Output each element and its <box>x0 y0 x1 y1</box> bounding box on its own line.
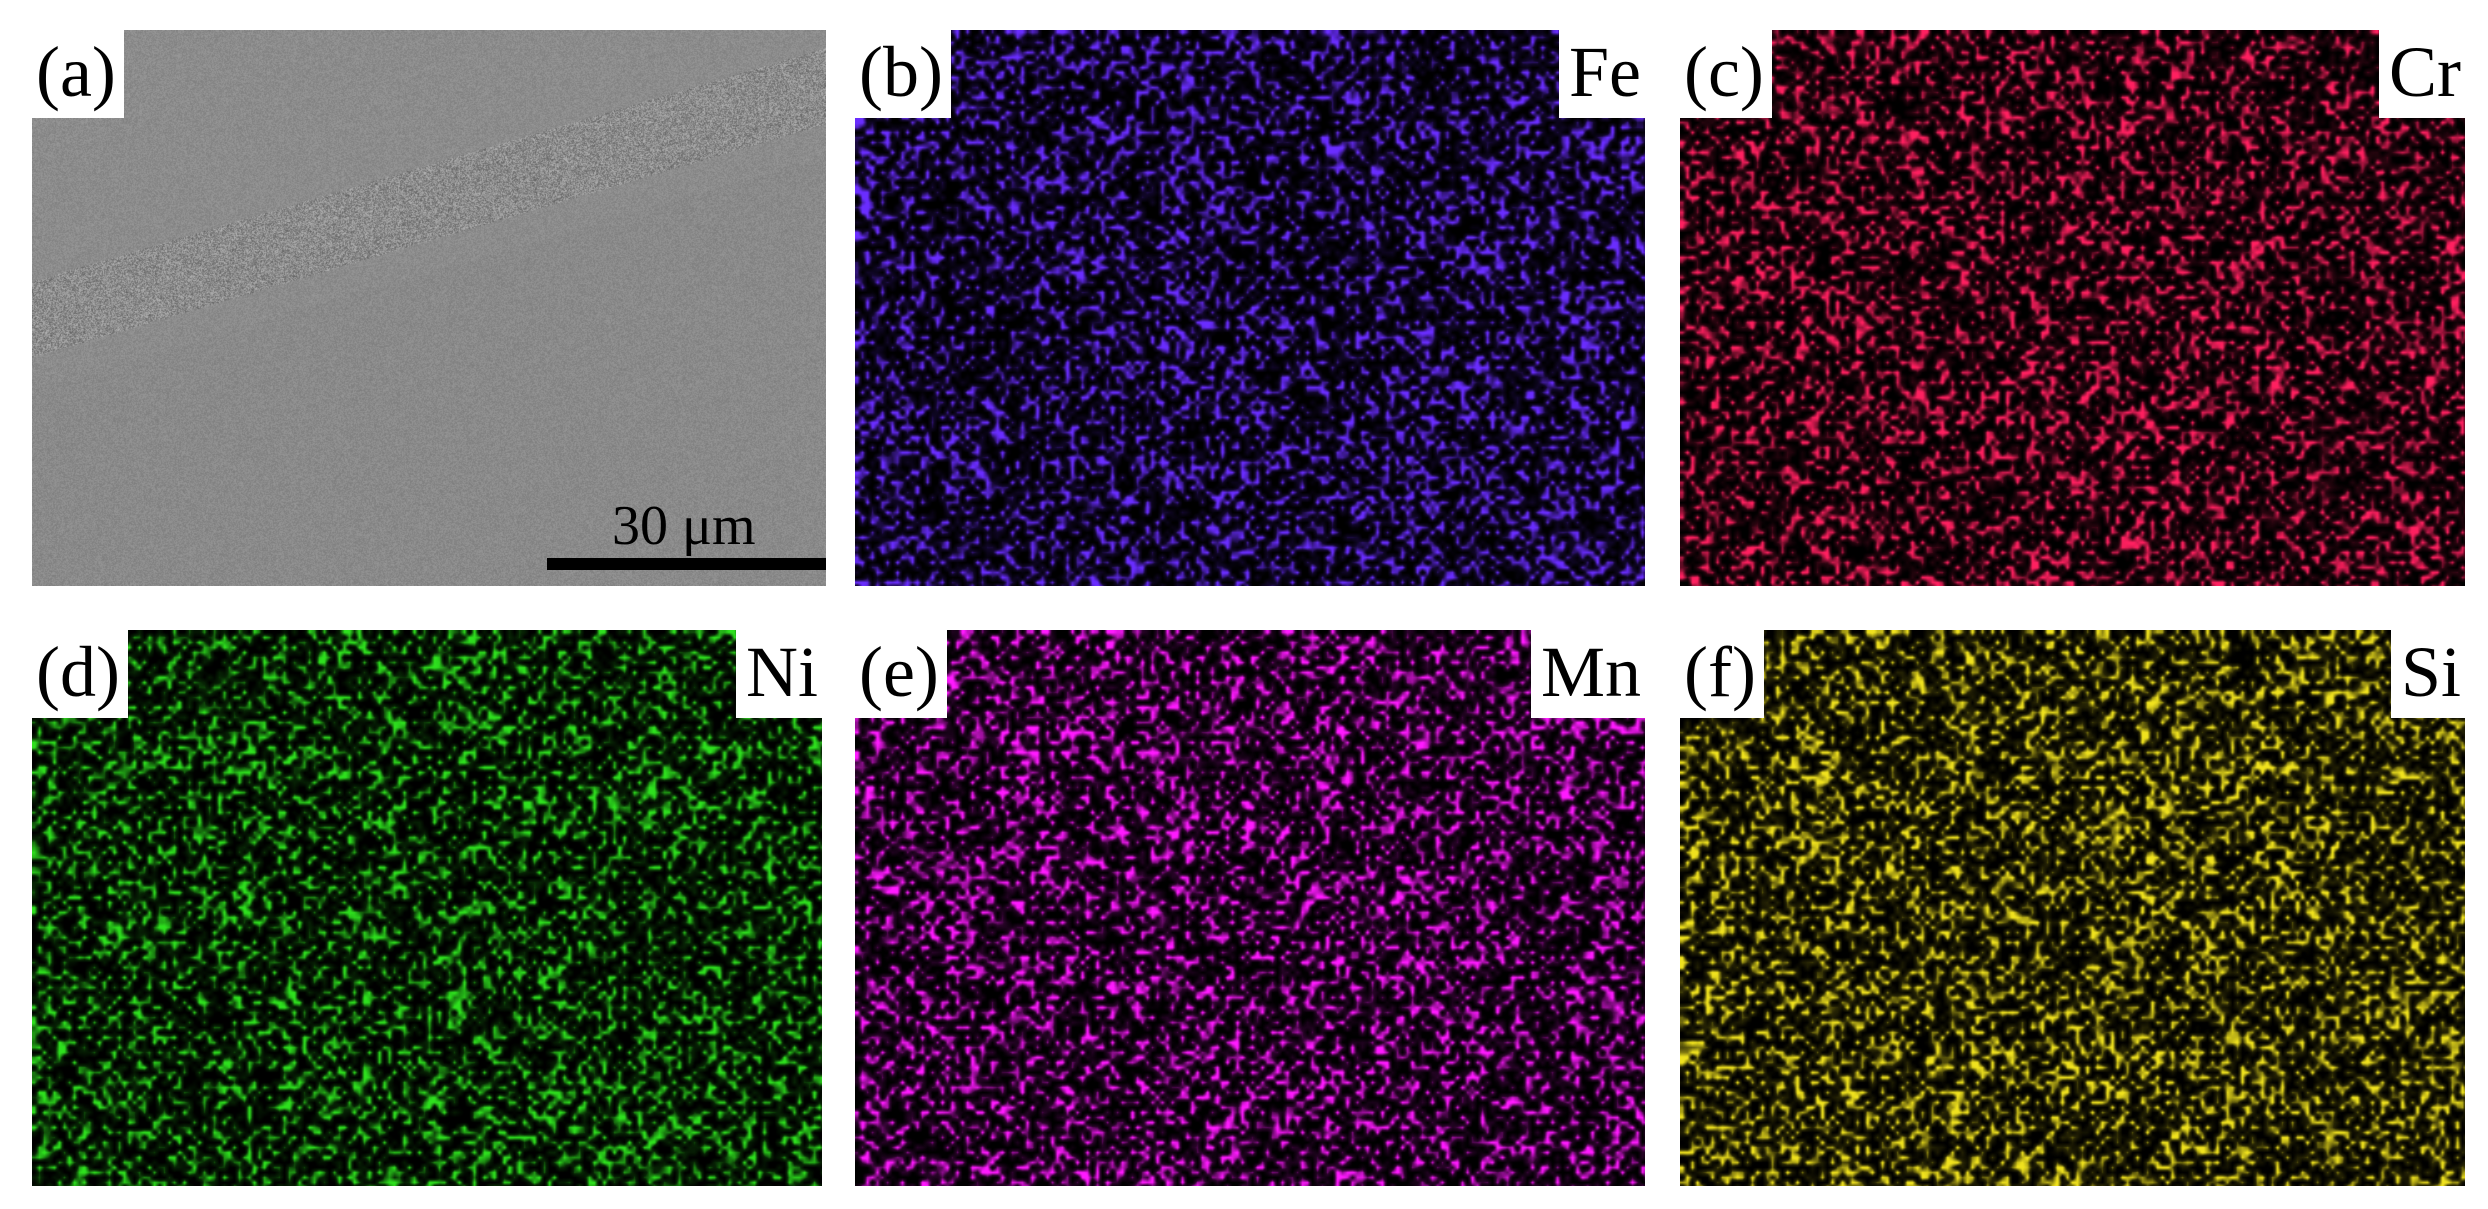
cr-map-image <box>1680 30 2465 586</box>
fe-map-image <box>855 30 1645 586</box>
mn-map-panel: (e) Mn <box>855 630 1645 1186</box>
scale-bar-label: 30 μm <box>612 495 756 557</box>
cr-map-panel: (c) Cr <box>1680 30 2465 586</box>
element-label-si: Si <box>2390 630 2465 718</box>
panel-label-c: (c) <box>1680 30 1772 118</box>
element-label-cr: Cr <box>2379 30 2465 118</box>
panel-label-b: (b) <box>855 30 951 118</box>
ni-map-image <box>32 630 822 1186</box>
element-label-mn: Mn <box>1530 630 1645 718</box>
panel-label-f: (f) <box>1680 630 1764 718</box>
sem-micrograph-panel: (a) 30 μm <box>32 30 826 586</box>
si-map-panel: (f) Si <box>1680 630 2465 1186</box>
element-label-ni: Ni <box>736 630 822 718</box>
element-label-fe: Fe <box>1559 30 1645 118</box>
panel-label-e: (e) <box>855 630 947 718</box>
panel-label-d: (d) <box>32 630 128 718</box>
mn-map-image <box>855 630 1645 1186</box>
fe-map-panel: (b) Fe <box>855 30 1645 586</box>
panel-label-a: (a) <box>32 30 124 118</box>
scale-bar <box>547 558 826 570</box>
ni-map-panel: (d) Ni <box>32 630 822 1186</box>
si-map-image <box>1680 630 2465 1186</box>
sem-micrograph-image <box>32 30 826 586</box>
